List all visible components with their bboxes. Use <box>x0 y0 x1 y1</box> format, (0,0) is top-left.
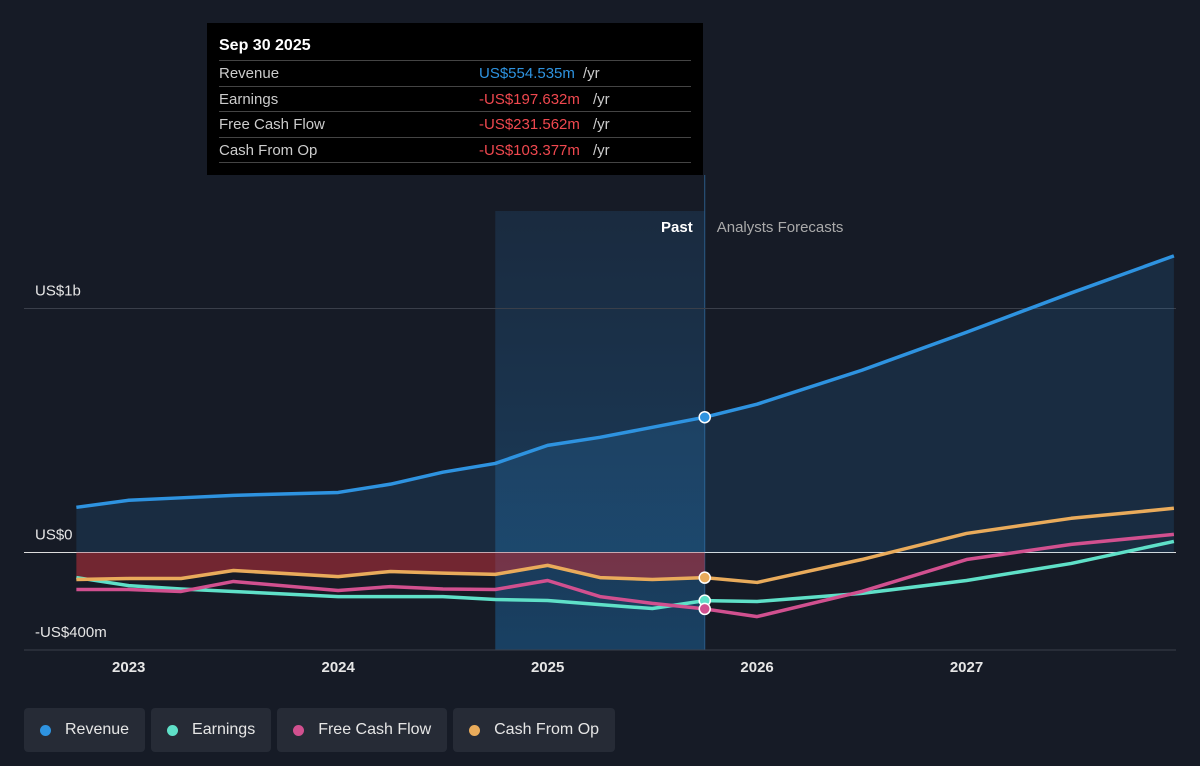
legend-swatch <box>293 724 305 736</box>
legend-label: Cash From Op <box>494 721 600 738</box>
x-tick-label: 2025 <box>531 659 564 676</box>
past-label: Past <box>661 219 693 236</box>
legend-label: Revenue <box>65 721 130 738</box>
tooltip-row: Cash From Op -US$103.377m/yr <box>219 136 691 163</box>
y-tick-label: US$0 <box>35 526 73 543</box>
tooltip-date: Sep 30 2025 <box>219 37 311 54</box>
x-tick-label: 2024 <box>321 659 355 676</box>
legend-item[interactable]: Cash From Op <box>453 708 616 752</box>
tooltip-unit: /yr <box>593 116 610 133</box>
legend-swatch <box>469 724 481 736</box>
tooltip-value: -US$197.632m <box>479 90 580 108</box>
y-tick-label: -US$400m <box>35 624 107 641</box>
legend-item[interactable]: Free Cash Flow <box>277 708 448 752</box>
tooltip-row: Free Cash Flow -US$231.562m/yr <box>219 111 691 137</box>
series-line <box>76 506 1175 585</box>
series-line <box>76 539 1175 611</box>
tooltip-row: Revenue US$554.535m/yr <box>219 60 691 86</box>
tooltip-value: US$554.535m <box>479 65 575 82</box>
legend-swatch <box>40 724 51 736</box>
tooltip-row: Earnings -US$197.632m/yr <box>219 85 691 112</box>
tooltip: Sep 30 2025 Revenue US$554.535m/yr Earning… <box>207 23 703 175</box>
tooltip-value: -US$231.562m <box>479 116 580 133</box>
tooltip-unit: /yr <box>593 141 610 159</box>
x-tick-label: 2026 <box>740 659 773 676</box>
tooltip-unit: /yr <box>593 90 610 108</box>
point-marker <box>698 571 711 584</box>
chart: Past Analysts Forecasts -US$400m US$0 US$1b 2… <box>24 175 1176 676</box>
legend-item[interactable]: Earnings <box>151 708 272 752</box>
legend-swatch <box>167 724 179 736</box>
negative-area <box>76 552 705 580</box>
series-line <box>76 532 1175 619</box>
series-line <box>76 254 1175 510</box>
legend-label: Earnings <box>192 721 256 738</box>
x-tick-label: 2023 <box>112 659 145 676</box>
y-tick-label: US$1b <box>35 283 81 300</box>
tooltip-value: -US$103.377m <box>479 141 580 159</box>
tooltip-label: Revenue <box>219 65 280 82</box>
revenue-area <box>76 255 1174 553</box>
legend-item[interactable]: Revenue <box>24 708 146 752</box>
tooltip-label: Earnings <box>219 90 279 108</box>
tooltip-label: Cash From Op <box>219 141 318 159</box>
tooltip-unit: /yr <box>583 65 600 82</box>
legend: Revenue Earnings Free Cash Flow Cash From O… <box>24 708 616 752</box>
tooltip-rule <box>219 162 691 163</box>
point-marker <box>698 602 711 616</box>
point-marker <box>698 410 711 424</box>
x-tick-label: 2027 <box>950 659 983 676</box>
legend-label: Free Cash Flow <box>318 721 432 738</box>
tooltip-label: Free Cash Flow <box>219 116 325 133</box>
forecast-label: Analysts Forecasts <box>717 219 844 236</box>
